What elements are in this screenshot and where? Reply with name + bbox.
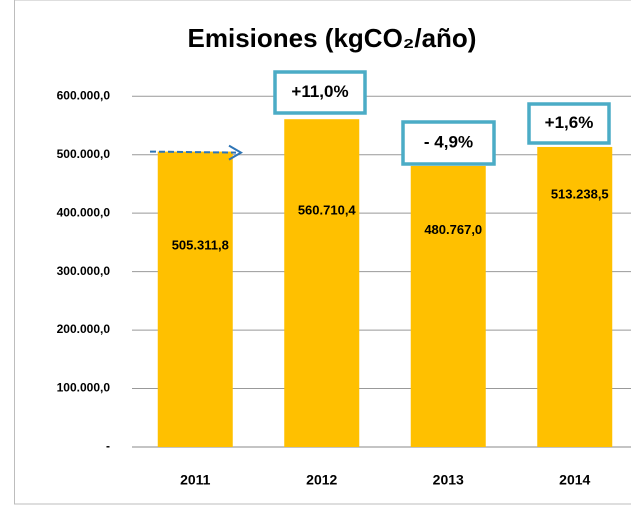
value-label: 505.311,8 — [172, 238, 229, 253]
reference-arrow — [149, 150, 237, 154]
x-tick-label: 2011 — [180, 472, 211, 488]
value-label: 560.710,4 — [298, 202, 357, 217]
bar — [284, 119, 360, 447]
y-tick-label: 500.000,0 — [57, 147, 111, 161]
y-tick-label: 300.000,0 — [57, 264, 111, 278]
annotation: - 4,9% — [424, 132, 473, 151]
y-tick-label: 100.000,0 — [57, 381, 111, 395]
x-tick-label: 2013 — [433, 472, 464, 488]
y-tick-label: - — [106, 439, 110, 453]
y-tick-label: 400.000,0 — [57, 205, 111, 219]
x-tick-label: 2012 — [306, 472, 337, 488]
annotation-box — [273, 70, 367, 115]
arrow-head — [228, 144, 243, 161]
value-label: 480.767,0 — [424, 222, 482, 237]
value-label: 513.238,5 — [551, 186, 609, 201]
x-tick-label: 2014 — [559, 472, 590, 488]
bar — [157, 151, 233, 447]
annotation-box — [527, 102, 611, 145]
bar — [537, 146, 613, 447]
chart-title: Emisiones (kgCO₂/año) — [188, 23, 477, 53]
chart-border — [14, 0, 631, 505]
y-tick-label: 200.000,0 — [57, 322, 111, 336]
annotation: +1,6% — [545, 113, 594, 132]
y-tick-label: 600.000,0 — [57, 88, 111, 102]
annotation: +11,0% — [291, 82, 348, 101]
bar — [410, 165, 486, 447]
annotation-box — [401, 120, 496, 166]
